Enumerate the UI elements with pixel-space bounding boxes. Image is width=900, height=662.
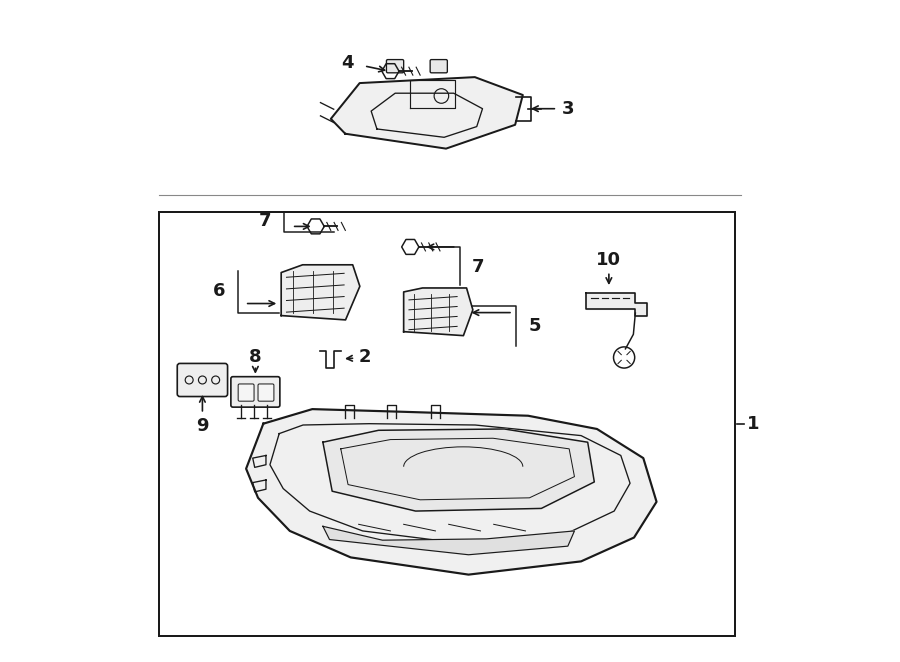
FancyBboxPatch shape	[430, 60, 447, 73]
Text: 7: 7	[472, 258, 485, 276]
Text: 2: 2	[358, 348, 371, 367]
FancyBboxPatch shape	[177, 363, 228, 397]
Text: 5: 5	[528, 316, 541, 335]
Text: 7: 7	[259, 212, 272, 230]
Polygon shape	[586, 293, 646, 316]
FancyBboxPatch shape	[238, 384, 254, 401]
Polygon shape	[404, 288, 472, 336]
Text: 10: 10	[597, 251, 621, 269]
Polygon shape	[331, 77, 523, 149]
Polygon shape	[323, 429, 594, 511]
Text: 4: 4	[341, 54, 354, 72]
FancyBboxPatch shape	[231, 377, 280, 407]
Polygon shape	[323, 526, 574, 555]
Polygon shape	[246, 409, 656, 575]
FancyBboxPatch shape	[158, 212, 734, 636]
FancyBboxPatch shape	[386, 60, 404, 73]
Polygon shape	[281, 265, 360, 320]
Text: 3: 3	[562, 100, 574, 118]
Text: 1: 1	[747, 414, 760, 433]
Text: 8: 8	[249, 348, 262, 366]
Text: 9: 9	[196, 416, 209, 435]
Text: 6: 6	[213, 283, 226, 301]
FancyBboxPatch shape	[258, 384, 274, 401]
